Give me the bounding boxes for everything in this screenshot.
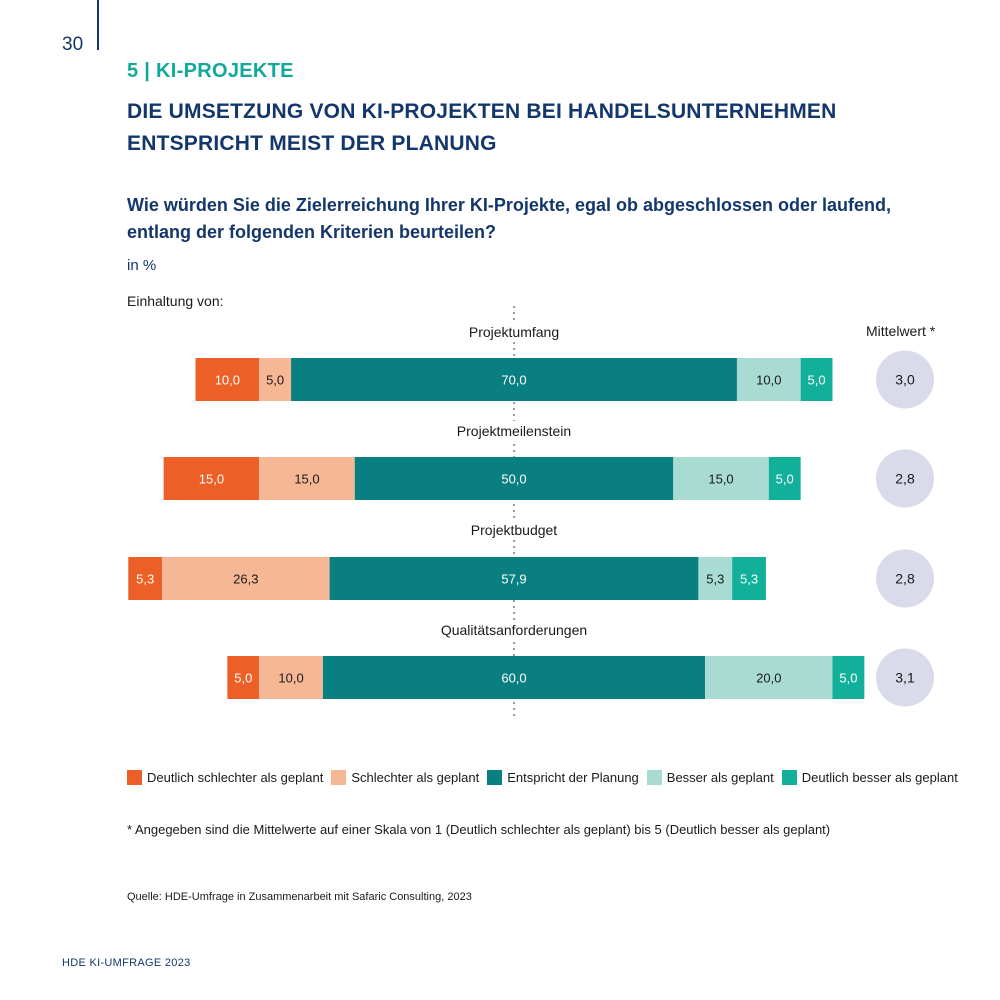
legend-swatch xyxy=(331,770,347,785)
section-label: 5 | KI-PROJEKTE xyxy=(127,60,294,82)
data-label: 15,0 xyxy=(199,472,224,487)
question: Wie würden Sie die Zielerreichung Ihrer … xyxy=(127,192,947,246)
bar-segment xyxy=(698,557,733,600)
mean-circle xyxy=(876,449,934,508)
bar-segment xyxy=(162,557,330,600)
mean-value: 3,1 xyxy=(895,670,915,686)
data-label: 5,0 xyxy=(839,671,857,686)
data-label: 5,0 xyxy=(808,373,826,388)
data-label: 5,0 xyxy=(776,472,794,487)
mean-circle xyxy=(876,549,934,608)
bar-segment xyxy=(329,557,699,600)
data-label: 20,0 xyxy=(756,671,781,686)
data-label: 5,3 xyxy=(740,572,758,587)
question-line-2: entlang der folgenden Kriterien beurteil… xyxy=(127,222,497,242)
mean-circle xyxy=(876,350,934,409)
data-label: 57,9 xyxy=(501,572,526,587)
headline: DIE UMSETZUNG VON KI-PROJEKTEN BEI HANDE… xyxy=(127,96,887,160)
mean-value: 3,0 xyxy=(895,372,915,388)
bar-segment xyxy=(673,457,769,500)
data-label: 15,0 xyxy=(294,472,319,487)
footer-label: HDE KI-UMFRAGE 2023 xyxy=(62,957,191,969)
legend-item-besser: Besser als geplant xyxy=(646,770,774,785)
data-label: 10,0 xyxy=(278,671,303,686)
bar-segment xyxy=(832,656,865,699)
bar-segment xyxy=(736,358,801,401)
data-label: 5,3 xyxy=(136,572,154,587)
bar-segment xyxy=(227,656,260,699)
unit-label: in % xyxy=(127,257,157,274)
legend-label: Entspricht der Planung xyxy=(507,770,639,785)
diverging-bar-chart: Projektumfang 10,0 5,0 70,0 10,0 5,0 3,0 Projek… xyxy=(128,306,934,716)
headline-line-1: DIE UMSETZUNG VON KI-PROJEKTEN BEI HANDE… xyxy=(127,100,837,123)
data-label: 10,0 xyxy=(756,373,781,388)
mean-column-header: Mittelwert * xyxy=(866,323,936,339)
category-label-background xyxy=(452,421,576,441)
bar-segment xyxy=(354,457,674,500)
legend-item-schlechter: Schlechter als geplant xyxy=(331,770,479,785)
legend-label: Deutlich schlechter als geplant xyxy=(147,770,324,785)
legend-swatch xyxy=(646,770,662,785)
bar-segment xyxy=(800,358,833,401)
bar-segment xyxy=(128,557,163,600)
headline-line-2: ENTSPRICHT MEIST DER PLANUNG xyxy=(127,132,497,155)
category-label: Qualitätsanforderungen xyxy=(441,622,587,638)
data-label: 10,0 xyxy=(215,373,240,388)
category-label: Projektumfang xyxy=(469,324,559,340)
bar-segment xyxy=(195,358,260,401)
legend-label: Besser als geplant xyxy=(666,770,774,785)
data-label: 15,0 xyxy=(708,472,733,487)
data-label: 70,0 xyxy=(501,373,526,388)
legend-swatch xyxy=(127,770,142,785)
data-label: 5,0 xyxy=(234,671,252,686)
bar-segment xyxy=(259,457,355,500)
page-number: 30 xyxy=(62,34,84,55)
bar-segment xyxy=(705,656,833,699)
category-label: Projektbudget xyxy=(471,522,558,538)
legend-item-deutlich-schlechter: Deutlich schlechter als geplant xyxy=(127,770,323,785)
category-label-background xyxy=(436,620,592,640)
category-label: Projektmeilenstein xyxy=(457,423,571,439)
legend-label: Deutlich besser als geplant xyxy=(801,770,958,785)
bar-segment xyxy=(322,656,706,699)
footnote: * Angegeben sind die Mittelwerte auf ein… xyxy=(127,822,831,837)
legend-label: Schlechter als geplant xyxy=(351,770,480,785)
bar-segment xyxy=(163,457,260,500)
data-label: 60,0 xyxy=(501,671,526,686)
data-label: 5,0 xyxy=(266,373,284,388)
mean-value: 2,8 xyxy=(895,571,915,587)
question-line-1: Wie würden Sie die Zielerreichung Ihrer … xyxy=(127,195,892,215)
source-note: Quelle: HDE-Umfrage in Zusammenarbeit mi… xyxy=(127,891,472,903)
data-label: 26,3 xyxy=(233,572,258,587)
bar-segment xyxy=(291,358,737,401)
category-label-background xyxy=(464,322,564,342)
data-label: 50,0 xyxy=(501,472,526,487)
data-label: 5,3 xyxy=(706,572,724,587)
legend-swatch xyxy=(487,770,503,785)
legend-item-deutlich-besser: Deutlich besser als geplant xyxy=(781,770,958,785)
mean-circle xyxy=(876,648,934,707)
bar-segment xyxy=(732,557,766,600)
legend-swatch xyxy=(781,770,797,785)
mean-value: 2,8 xyxy=(895,471,915,487)
category-label-background xyxy=(466,520,562,540)
bar-segment xyxy=(259,656,323,699)
chart-subheading: Einhaltung von: xyxy=(127,293,224,309)
legend-item-entspricht: Entspricht der Planung xyxy=(487,770,639,785)
bar-segment xyxy=(259,358,292,401)
bar-segment xyxy=(768,457,801,500)
legend: Deutlich schlechter als geplant Schlecht… xyxy=(127,770,966,785)
page-rule xyxy=(97,0,99,50)
